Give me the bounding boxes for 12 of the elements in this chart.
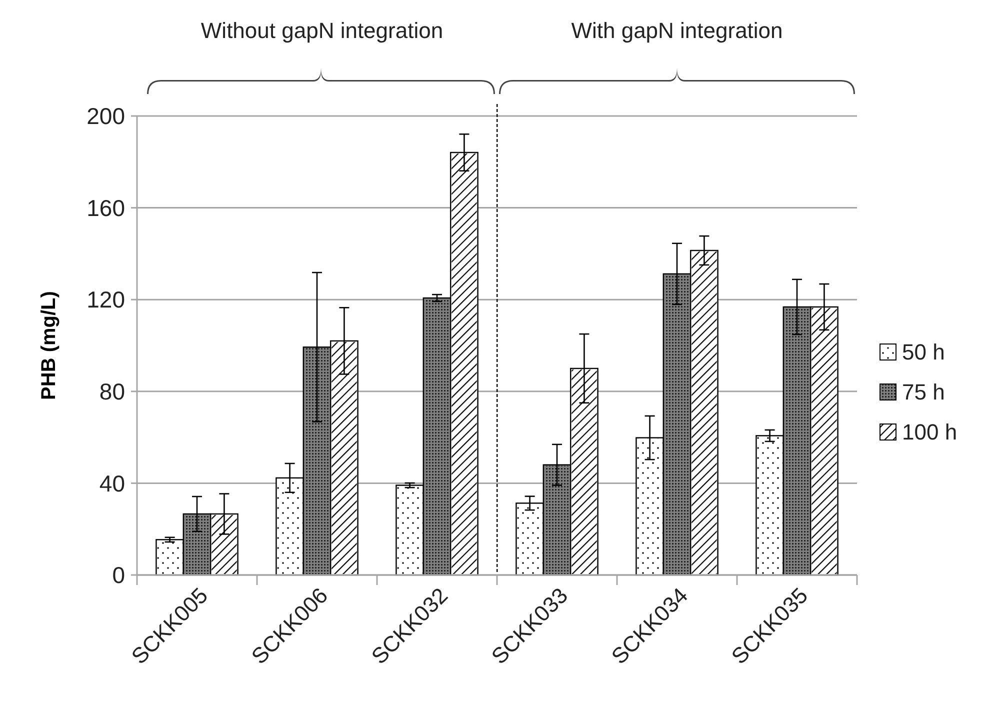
y-tick-label: 200 [86, 103, 125, 130]
y-tick-label: 120 [86, 286, 125, 313]
y-tick-label: 40 [99, 470, 125, 496]
text: Without gapN integration [200, 18, 444, 43]
y-axis-title: PHB (mg/L) [38, 291, 60, 400]
y-tick-label: 160 [86, 194, 125, 221]
legend-label: 100 h [902, 420, 958, 445]
y-tick-label: 0 [112, 562, 125, 588]
legend-label: 50 h [902, 340, 945, 365]
legend-label: 75 h [902, 380, 945, 405]
y-tick-label: 80 [99, 378, 125, 404]
text: With gapN integration [571, 18, 783, 43]
